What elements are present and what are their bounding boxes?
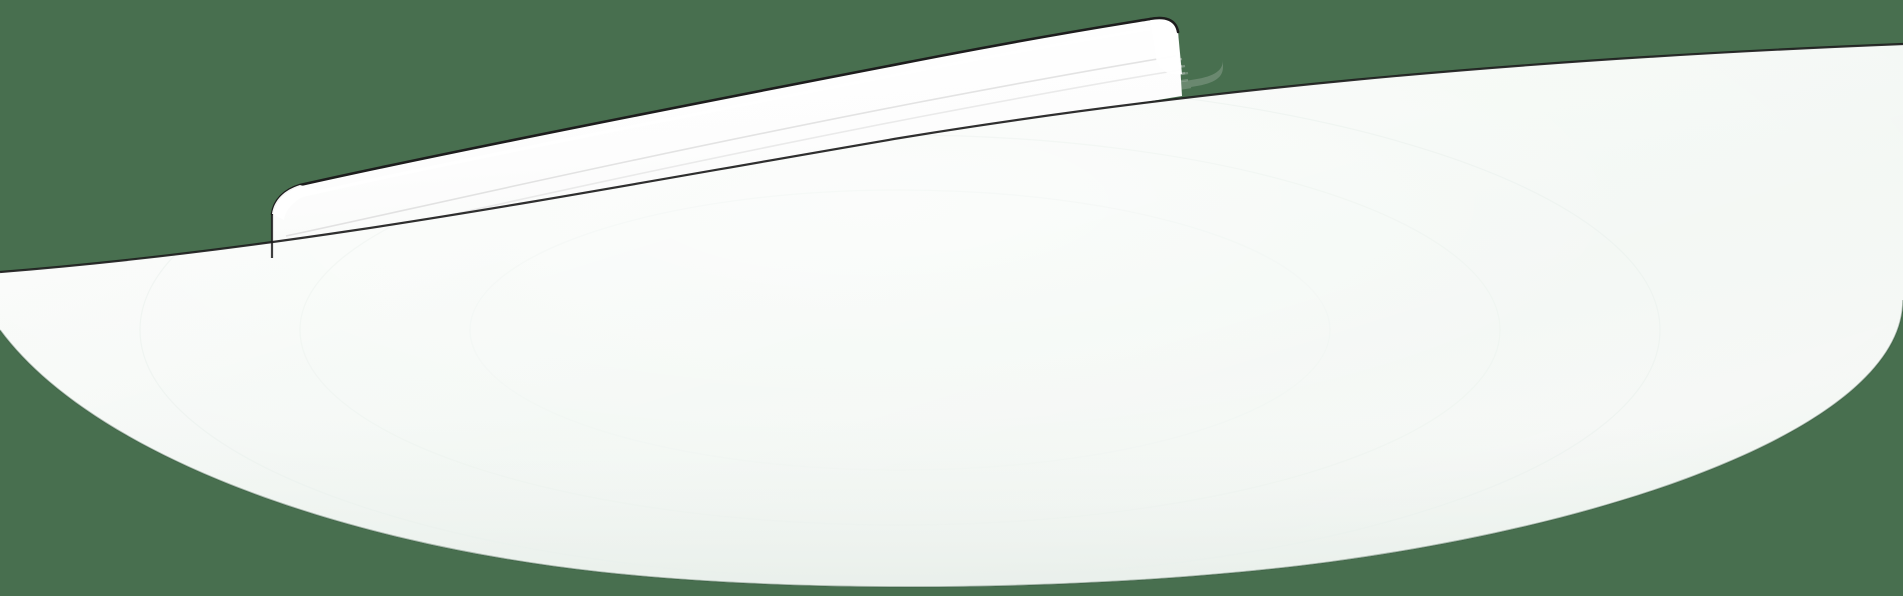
tab-left-cap [270, 185, 318, 258]
tab-divider-a [285, 55, 1177, 237]
card-bottom-edge [0, 299, 1903, 588]
tab-right-corner-edge [1148, 16, 1180, 34]
tab-left-corner [272, 185, 318, 220]
warp-ring-3 [469, 189, 1331, 471]
tab-right-cap [1148, 16, 1182, 75]
tab-right-corner [1150, 18, 1182, 75]
card-top-edge [0, 42, 1903, 274]
